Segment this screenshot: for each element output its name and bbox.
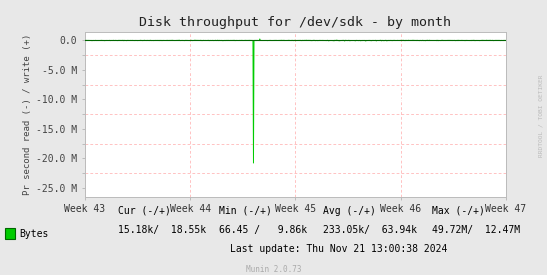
Text: Max (-/+): Max (-/+) [432,206,485,216]
Title: Disk throughput for /dev/sdk - by month: Disk throughput for /dev/sdk - by month [139,16,451,29]
Text: 15.18k/  18.55k: 15.18k/ 18.55k [118,225,206,235]
Text: 49.72M/  12.47M: 49.72M/ 12.47M [432,225,520,235]
Text: Cur (-/+): Cur (-/+) [118,206,171,216]
Text: Bytes: Bytes [20,229,49,239]
Text: 233.05k/  63.94k: 233.05k/ 63.94k [323,225,417,235]
Y-axis label: Pr second read (-) / write (+): Pr second read (-) / write (+) [23,34,32,195]
Text: Munin 2.0.73: Munin 2.0.73 [246,265,301,274]
Text: Min (-/+): Min (-/+) [219,206,272,216]
Text: 66.45 /   9.86k: 66.45 / 9.86k [219,225,307,235]
Text: RRDTOOL / TOBI OETIKER: RRDTOOL / TOBI OETIKER [538,74,543,157]
Text: Avg (-/+): Avg (-/+) [323,206,376,216]
Text: Last update: Thu Nov 21 13:00:38 2024: Last update: Thu Nov 21 13:00:38 2024 [230,244,447,254]
